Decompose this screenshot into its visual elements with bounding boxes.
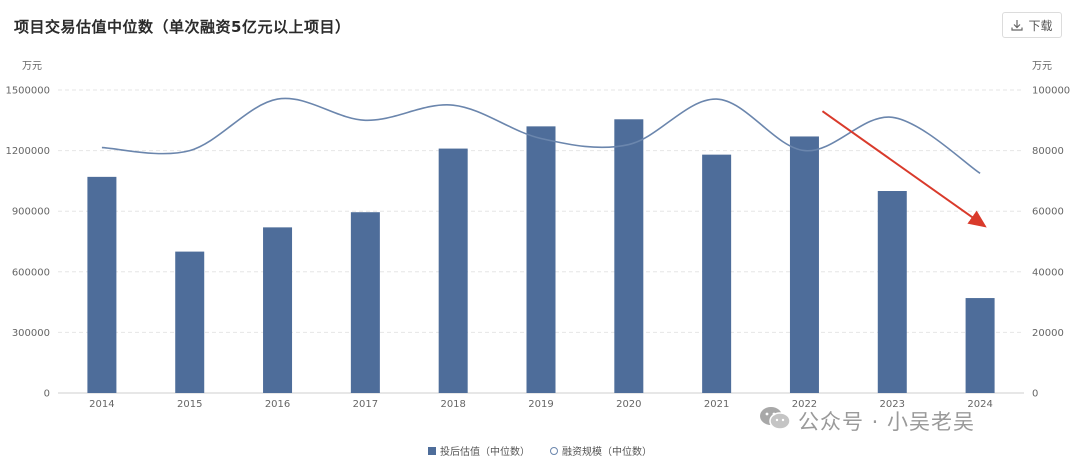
chart-legend: 投后估值（中位数） 融资规模（中位数） bbox=[0, 443, 1080, 458]
y-left-tick-label: 900000 bbox=[12, 207, 50, 218]
bar-2014 bbox=[87, 176, 117, 393]
bar-2017 bbox=[350, 212, 380, 393]
legend-item-line[interactable]: 融资规模（中位数） bbox=[550, 443, 652, 458]
x-tick-label: 2015 bbox=[177, 399, 202, 410]
y-right-tick-label: 60000 bbox=[1032, 207, 1064, 218]
legend-item-bar[interactable]: 投后估值（中位数） bbox=[428, 443, 530, 458]
trend-arrow-annotation bbox=[821, 110, 987, 228]
chart-title: 项目交易估值中位数（单次融资5亿元以上项目） bbox=[14, 18, 351, 36]
right-axis-unit: 万元 bbox=[1032, 61, 1052, 72]
y-left-tick-label: 600000 bbox=[12, 267, 50, 278]
bar-2016 bbox=[263, 227, 293, 393]
bar-2015 bbox=[175, 251, 205, 393]
bar-2024 bbox=[965, 298, 995, 393]
bar-2019 bbox=[526, 126, 556, 394]
y-right-tick-label: 80000 bbox=[1032, 146, 1064, 157]
x-tick-label: 2022 bbox=[792, 399, 817, 410]
bar-2021 bbox=[702, 154, 732, 393]
legend-bar-swatch bbox=[428, 446, 436, 455]
x-tick-label: 2018 bbox=[440, 399, 465, 410]
bar-2022 bbox=[789, 136, 819, 393]
x-tick-label: 2019 bbox=[528, 399, 553, 410]
x-tick-label: 2017 bbox=[353, 399, 378, 410]
download-label: 下载 bbox=[1028, 18, 1053, 33]
y-left-tick-label: 300000 bbox=[12, 328, 50, 339]
x-tick-label: 2020 bbox=[616, 399, 641, 410]
bar-2020 bbox=[614, 119, 644, 393]
y-right-tick-label: 20000 bbox=[1032, 328, 1064, 339]
y-left-tick-label: 1500000 bbox=[5, 86, 50, 97]
x-tick-label: 2021 bbox=[704, 399, 729, 410]
left-axis-unit: 万元 bbox=[22, 61, 42, 72]
legend-bar-label: 投后估值（中位数） bbox=[440, 447, 530, 458]
y-left-tick-label: 1200000 bbox=[5, 146, 50, 157]
y-right-tick-label: 0 bbox=[1032, 389, 1038, 400]
wechat-icon bbox=[758, 404, 792, 437]
y-left-tick-label: 0 bbox=[44, 389, 50, 400]
y-right-tick-label: 100000 bbox=[1032, 86, 1070, 97]
y-right-tick-label: 40000 bbox=[1032, 267, 1064, 278]
x-tick-label: 2016 bbox=[265, 399, 290, 410]
x-tick-label: 2014 bbox=[89, 399, 114, 410]
x-tick-label: 2023 bbox=[880, 399, 905, 410]
legend-line-label: 融资规模（中位数） bbox=[562, 447, 652, 458]
x-tick-label: 2024 bbox=[967, 399, 992, 410]
legend-line-swatch bbox=[550, 446, 558, 455]
download-icon bbox=[1011, 19, 1024, 31]
watermark-text: 公众号 · 小吴老吴 bbox=[798, 409, 976, 434]
line-series-financing bbox=[101, 97, 981, 174]
bar-2018 bbox=[438, 148, 468, 393]
bar-2023 bbox=[877, 191, 907, 393]
watermark: 公众号 · 小吴老吴 bbox=[758, 404, 975, 437]
download-button[interactable]: 下载 bbox=[1002, 12, 1062, 38]
